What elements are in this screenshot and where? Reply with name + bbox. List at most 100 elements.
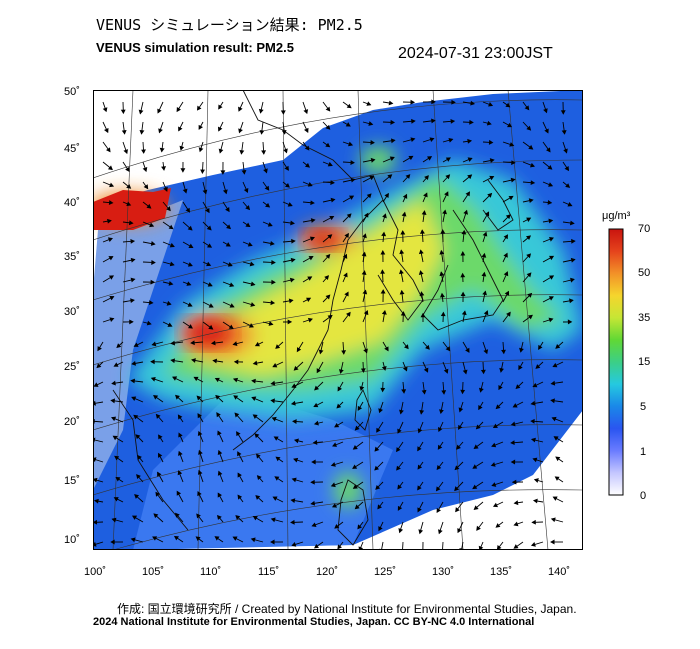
- wind-arrow-head: [226, 224, 232, 230]
- wind-arrow-head: [390, 138, 396, 144]
- wind-arrow-head: [138, 109, 144, 115]
- wind-arrow-head: [381, 310, 387, 315]
- wind-arrow-head: [378, 526, 383, 532]
- graticule: [93, 90, 583, 550]
- wind-arrow-head: [170, 340, 176, 346]
- wind-arrow-head: [167, 322, 173, 327]
- wind-arrow-head: [130, 537, 136, 543]
- wind-arrow-head: [130, 238, 136, 244]
- timestamp: 2024-07-31 23:00JST: [398, 45, 553, 62]
- wind-arrow-head: [287, 319, 293, 325]
- wind-arrow-head: [107, 237, 113, 242]
- wind-arrow-head: [472, 484, 478, 490]
- wind-arrow-head: [314, 543, 320, 549]
- wind-arrow-head: [337, 544, 342, 550]
- wind-arrow: [442, 541, 444, 550]
- wind-arrow-head: [293, 457, 299, 463]
- wind-arrow-head: [361, 251, 367, 257]
- wind-arrow-head: [499, 367, 504, 373]
- lat-label: 15˚: [64, 475, 80, 487]
- wind-arrow-head: [488, 102, 494, 107]
- wind-arrow-head: [108, 256, 114, 261]
- wind-arrow-head: [106, 147, 111, 153]
- colorbar: [608, 228, 624, 496]
- wind-arrow-head: [126, 201, 132, 207]
- wind-arrow-head: [362, 289, 368, 295]
- wind-arrow-head: [555, 456, 561, 462]
- wind-arrow-head: [460, 272, 466, 278]
- wind-arrow-head: [463, 209, 468, 215]
- wind-arrow-head: [217, 492, 222, 498]
- wind-arrow-head: [310, 200, 315, 206]
- meridian-line: [112, 90, 134, 550]
- wind-arrow-head: [293, 365, 299, 371]
- wind-arrow-head: [232, 341, 238, 347]
- wind-arrow-head: [238, 106, 243, 112]
- indochina-coast: [112, 389, 189, 531]
- wind-arrow-head: [551, 416, 557, 422]
- wind-arrow-head: [484, 211, 490, 217]
- wind-arrow-head: [112, 435, 118, 441]
- map-frame: [93, 90, 583, 550]
- wind-arrow-head: [460, 389, 466, 395]
- lat-label: 50˚: [64, 86, 80, 98]
- parallel-line: [93, 229, 583, 301]
- wind-arrow-head: [419, 229, 425, 234]
- wind-arrow-head: [548, 218, 554, 224]
- wind-arrow-head: [150, 241, 156, 246]
- wind-arrow-head: [491, 442, 497, 448]
- wind-arrow-head: [220, 170, 226, 175]
- wind-arrow-head: [243, 187, 249, 194]
- wind-arrow-head: [227, 261, 233, 267]
- coastlines: [112, 90, 514, 546]
- wind-arrow-head: [274, 476, 280, 481]
- wind-arrow-head: [312, 440, 318, 445]
- wind-arrow-head: [570, 277, 575, 283]
- wind-arrow-head: [350, 177, 356, 183]
- wind-arrow-head: [214, 536, 220, 541]
- wind-arrow-head: [483, 349, 489, 355]
- wind-arrow-head: [498, 385, 503, 391]
- wind-arrow-head: [303, 109, 309, 115]
- wind-arrow-head: [389, 156, 395, 161]
- wind-arrow-head: [510, 440, 515, 446]
- wind-arrow-head: [448, 138, 454, 143]
- wind-arrow: [402, 541, 404, 550]
- wind-arrow-head: [291, 477, 297, 483]
- wind-arrow-head: [313, 402, 319, 408]
- wind-arrow-head: [198, 449, 203, 455]
- wind-arrow-head: [518, 365, 523, 371]
- wind-arrow-head: [109, 182, 115, 188]
- wind-arrow-head: [442, 209, 447, 215]
- wind-arrow-head: [511, 160, 516, 166]
- wind-arrow-head: [549, 275, 555, 280]
- wind-arrow-head: [150, 359, 155, 365]
- wind-arrow-head: [458, 407, 464, 413]
- wind-arrow-head: [427, 156, 433, 161]
- wind-arrow-head: [513, 500, 519, 506]
- wind-arrow-head: [528, 144, 534, 150]
- wind-arrow-head: [205, 208, 210, 214]
- colorbar-tick: 70: [638, 223, 651, 235]
- wind-arrow-head: [486, 120, 492, 126]
- wind-arrow-head: [530, 542, 536, 547]
- wind-arrow-head: [313, 420, 319, 426]
- wind-arrow-head: [526, 125, 532, 131]
- wind-arrow-head: [108, 275, 115, 280]
- wind-arrow-head: [270, 300, 276, 306]
- philippines: [337, 479, 369, 546]
- wind-arrow-head: [143, 184, 149, 190]
- wind-arrow-head: [417, 428, 423, 434]
- wind-arrow-head: [255, 453, 261, 459]
- wind-arrow-head: [236, 431, 241, 437]
- wind-arrow-head: [370, 157, 376, 163]
- wind-arrow-head: [141, 149, 146, 154]
- wind-arrow-head: [401, 389, 407, 394]
- wind-arrow-head: [374, 446, 380, 452]
- wind-arrow-head: [503, 271, 509, 277]
- wind-arrow-head: [363, 348, 368, 354]
- wind-arrow-head: [431, 99, 436, 105]
- wind-arrow-head: [513, 521, 519, 527]
- wind-arrow-head: [292, 419, 297, 424]
- wind-arrow-head: [161, 166, 166, 171]
